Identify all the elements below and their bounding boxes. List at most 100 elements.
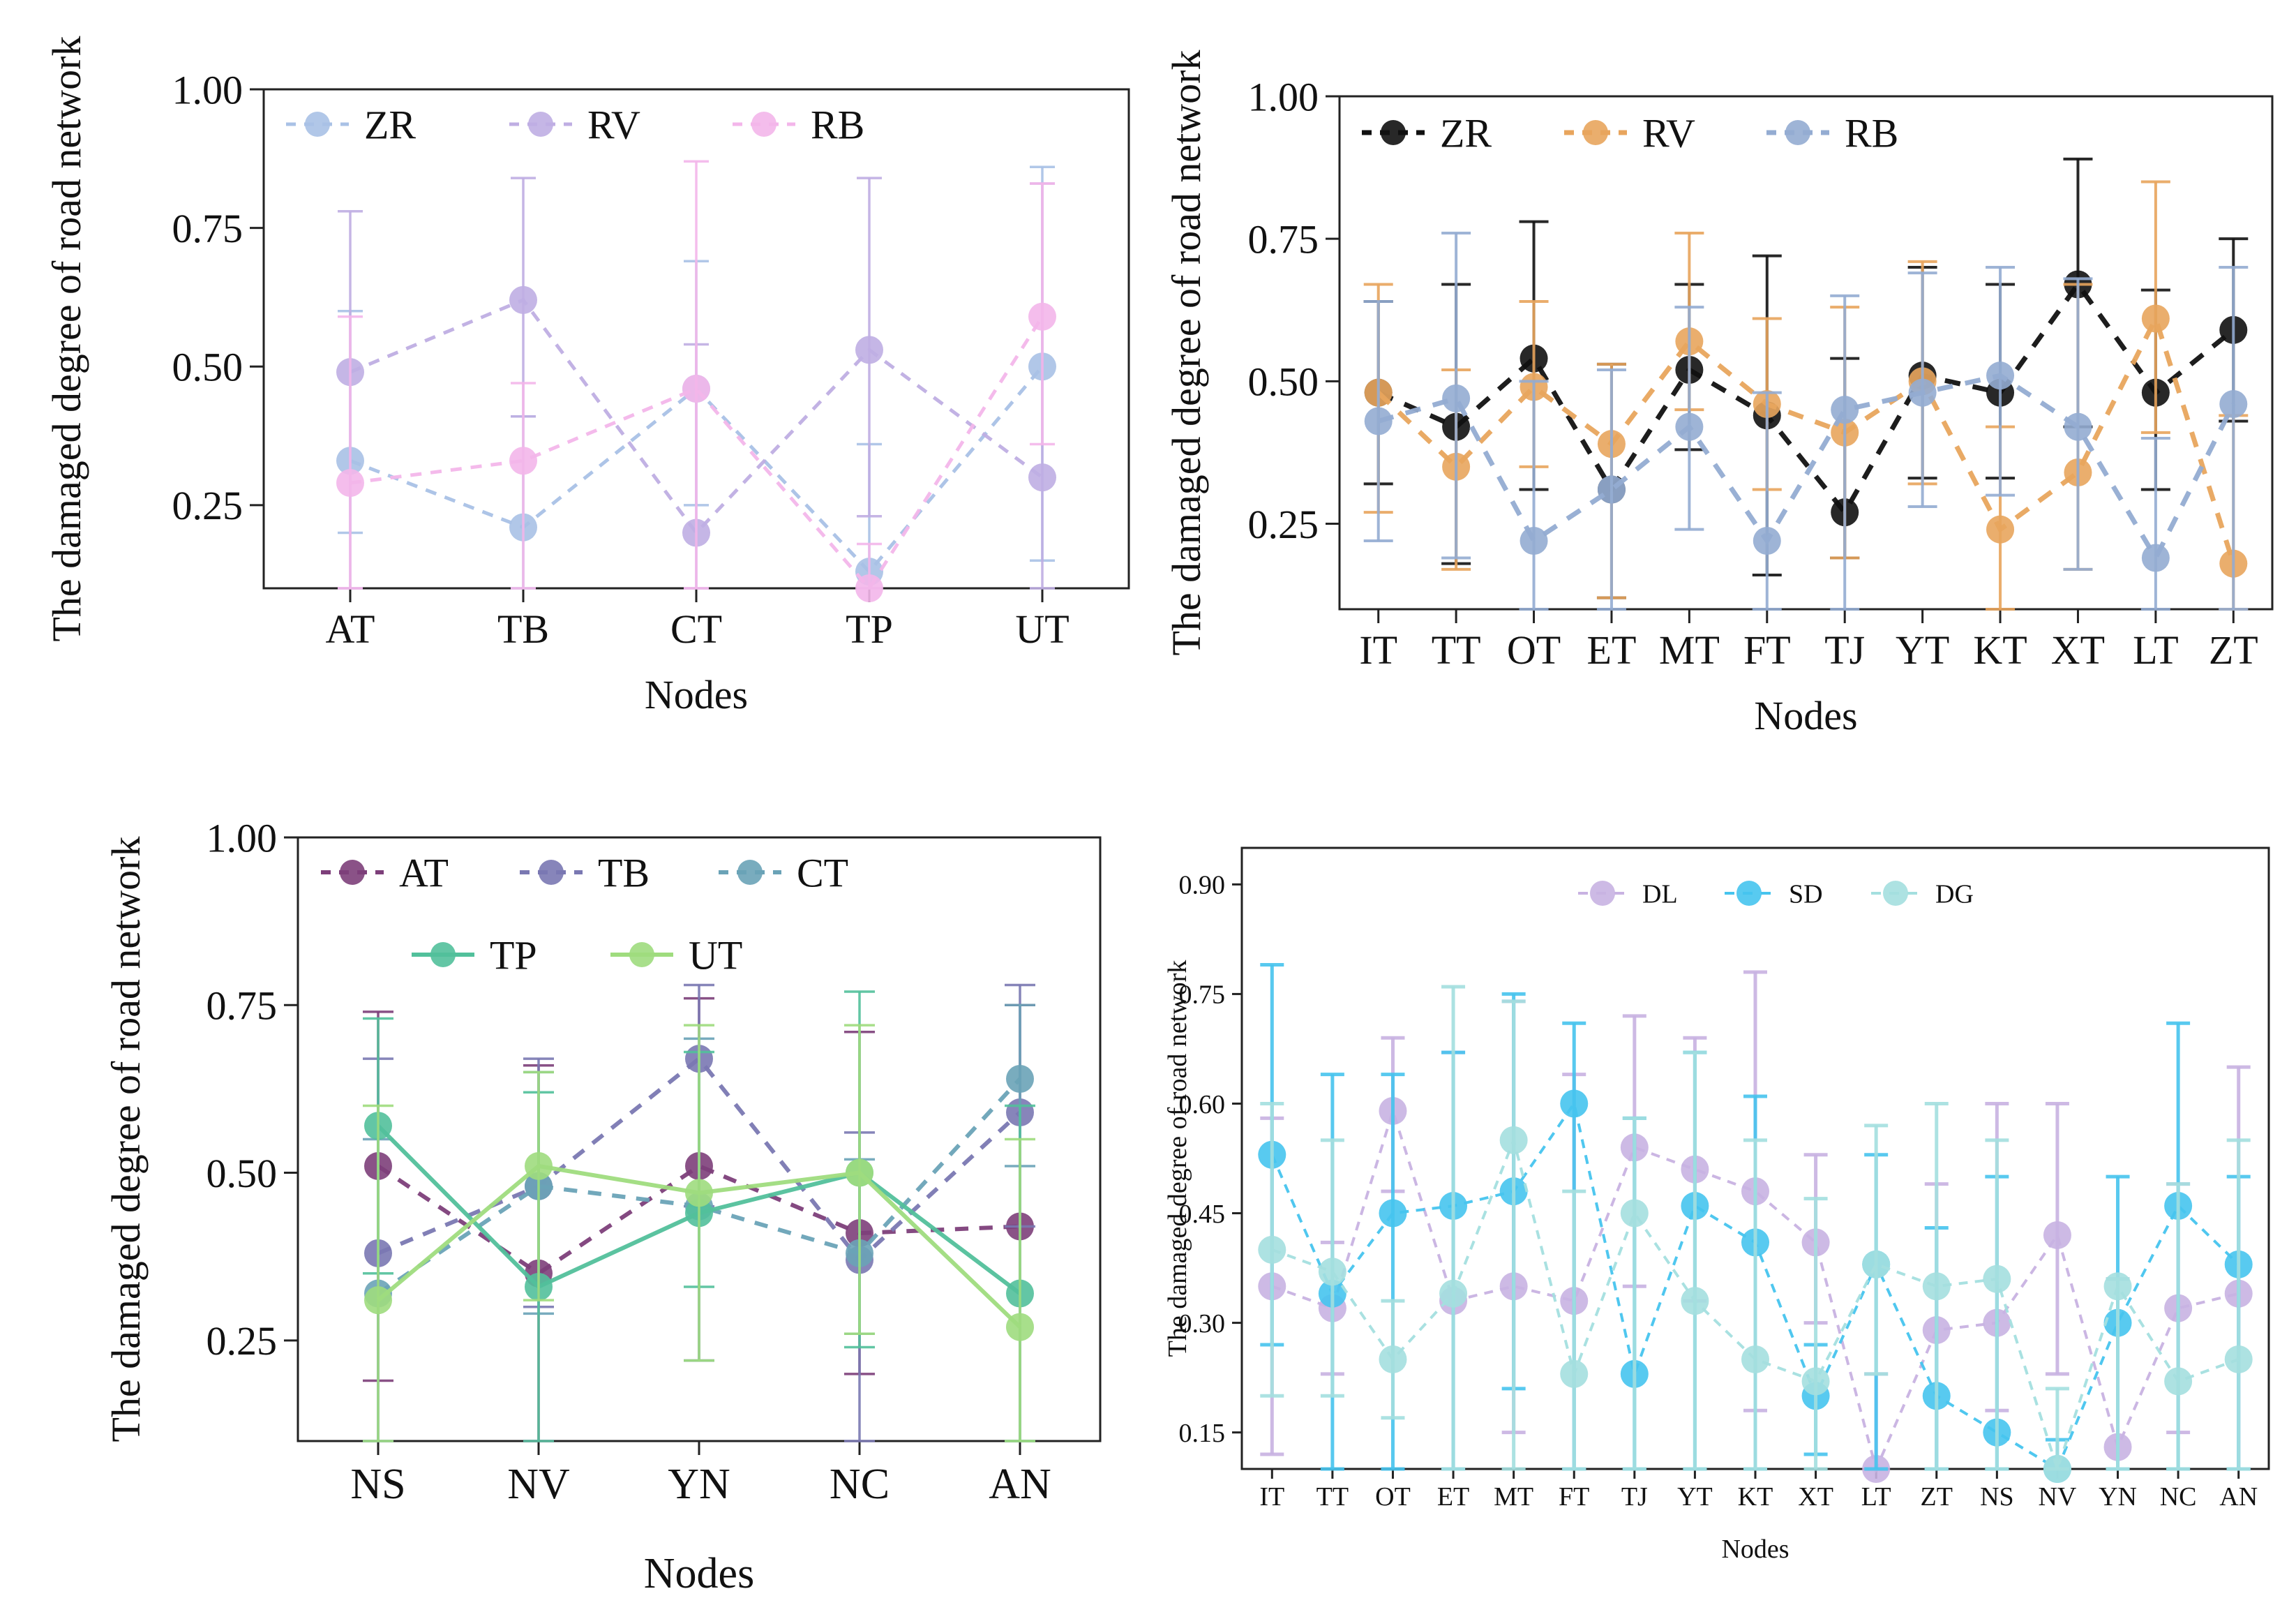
data-point xyxy=(2164,1367,2193,1396)
x-tick-label: NC xyxy=(2160,1482,2197,1512)
legend-label: RB xyxy=(811,102,864,147)
legend-marker xyxy=(1590,881,1615,906)
y-tick-label: 0.75 xyxy=(1248,216,1319,262)
legend-label: RB xyxy=(1845,110,1898,156)
series-line xyxy=(1377,373,2236,563)
y-tick-label: 0.15 xyxy=(1179,1419,1226,1448)
data-point xyxy=(1499,1126,1528,1154)
series-line xyxy=(377,1163,1021,1276)
y-axis-title: The damaged degree of road network xyxy=(1163,960,1192,1357)
series-line xyxy=(1376,312,2236,565)
x-axis-title: Nodes xyxy=(1721,1535,1789,1564)
series-line xyxy=(1377,280,2235,517)
legend: AT TB CT TP UT xyxy=(321,850,848,978)
x-tick-label: TP xyxy=(846,606,893,652)
y-tick-label: 1.00 xyxy=(172,67,243,112)
data-point xyxy=(1597,475,1626,504)
data-point xyxy=(509,447,537,475)
legend-label: ZR xyxy=(364,102,416,147)
x-tick-label: NC xyxy=(830,1461,890,1508)
series-DG xyxy=(1258,985,2253,1483)
y-tick-label: 0.50 xyxy=(1248,359,1319,405)
y-tick-label: 0.45 xyxy=(1179,1200,1226,1229)
x-tick-label: YN xyxy=(668,1461,730,1508)
legend-marker xyxy=(1736,881,1762,906)
x-tick-label: NV xyxy=(2038,1482,2076,1512)
data-point xyxy=(1560,1089,1589,1118)
y-tick-label: 0.25 xyxy=(207,1318,278,1364)
x-tick-label: TJ xyxy=(1621,1482,1648,1512)
chart-c: 0.25 0.50 0.75 1.00 NS NV YN NC AN The damaged de… xyxy=(103,815,1102,1597)
data-point xyxy=(1741,1345,1769,1373)
legend-marker xyxy=(528,112,553,137)
data-point xyxy=(1520,527,1548,555)
legend: ZR RV RB xyxy=(286,102,864,147)
x-axis-title: Nodes xyxy=(644,1550,754,1597)
data-point xyxy=(1681,1287,1709,1315)
data-point xyxy=(336,469,364,498)
data-point xyxy=(1675,412,1704,441)
data-point xyxy=(1379,1345,1407,1373)
legend-marker xyxy=(340,860,365,885)
series-line xyxy=(1271,1106,2239,1474)
data-point xyxy=(682,375,710,403)
x-tick-label: LT xyxy=(2133,627,2179,673)
y-tick-label: 0.50 xyxy=(207,1151,278,1196)
y-tick-label: 1.00 xyxy=(1248,74,1319,119)
x-tick-label: FT xyxy=(1559,1482,1589,1512)
y-tick-label: 0.25 xyxy=(1248,502,1319,547)
data-point xyxy=(1318,1258,1346,1286)
chart-d: 0.15 0.30 0.45 0.60 0.75 0.90 IT TT OT ET MT FT TJ YT… xyxy=(1163,846,2270,1564)
series-RB xyxy=(336,160,1056,602)
x-tick-label: NS xyxy=(350,1461,405,1508)
data-point xyxy=(2219,390,2248,418)
x-tick-label: YN xyxy=(2099,1482,2137,1512)
y-tick-label: 0.90 xyxy=(1179,871,1226,900)
x-axis-title: Nodes xyxy=(645,672,748,717)
y-axis-title: The damaged degree of road network xyxy=(1164,50,1209,656)
x-tick-label: ZT xyxy=(1921,1482,1953,1512)
legend-marker xyxy=(737,860,763,885)
legend-label: DL xyxy=(1642,879,1678,909)
legend-label: RV xyxy=(1642,110,1695,156)
legend-marker xyxy=(1583,120,1608,145)
data-point xyxy=(1364,407,1393,435)
legend-marker xyxy=(539,860,564,885)
x-tick-label: CT xyxy=(670,606,722,652)
x-tick-label: LT xyxy=(1861,1482,1891,1512)
legend-marker xyxy=(1381,120,1406,145)
data-point xyxy=(2141,544,2170,572)
x-axis-title: Nodes xyxy=(1754,693,1857,738)
data-point xyxy=(1922,1272,1951,1301)
x-tick-label: TT xyxy=(1432,627,1481,673)
x-tick-label: AN xyxy=(989,1461,1051,1508)
data-point xyxy=(1258,1235,1286,1264)
y-tick-label: 0.75 xyxy=(172,206,243,251)
x-tick-label: NV xyxy=(507,1461,570,1508)
x-tick-label: ET xyxy=(1437,1482,1469,1512)
y-tick-label: 0.75 xyxy=(207,983,278,1029)
legend-label: RV xyxy=(587,102,640,147)
data-point xyxy=(1831,396,1859,424)
x-tick-label: UT xyxy=(1015,606,1069,652)
chart-a: 0.25 0.50 0.75 1.00 AT TB CT TP UT The damaged de… xyxy=(44,36,1130,717)
data-point xyxy=(1006,1065,1034,1093)
x-tick-label: MT xyxy=(1494,1482,1533,1512)
x-tick-label: KT xyxy=(1973,627,2027,673)
data-point xyxy=(1028,463,1056,492)
x-tick-label: ZT xyxy=(2209,627,2258,673)
x-tick-label: TJ xyxy=(1824,627,1865,673)
data-point xyxy=(2064,412,2092,441)
series-line xyxy=(377,1077,1022,1296)
data-point xyxy=(1006,1313,1034,1341)
data-point xyxy=(855,574,883,602)
y-tick-label: 1.00 xyxy=(207,815,278,860)
x-tick-label: MT xyxy=(1659,627,1720,673)
data-point xyxy=(1753,527,1781,555)
data-point xyxy=(1379,1199,1407,1228)
x-tick-label: AT xyxy=(326,606,375,652)
data-point xyxy=(364,1286,392,1315)
legend-marker xyxy=(1785,120,1810,145)
data-point xyxy=(1028,302,1056,331)
y-tick-label: 0.25 xyxy=(172,483,243,528)
